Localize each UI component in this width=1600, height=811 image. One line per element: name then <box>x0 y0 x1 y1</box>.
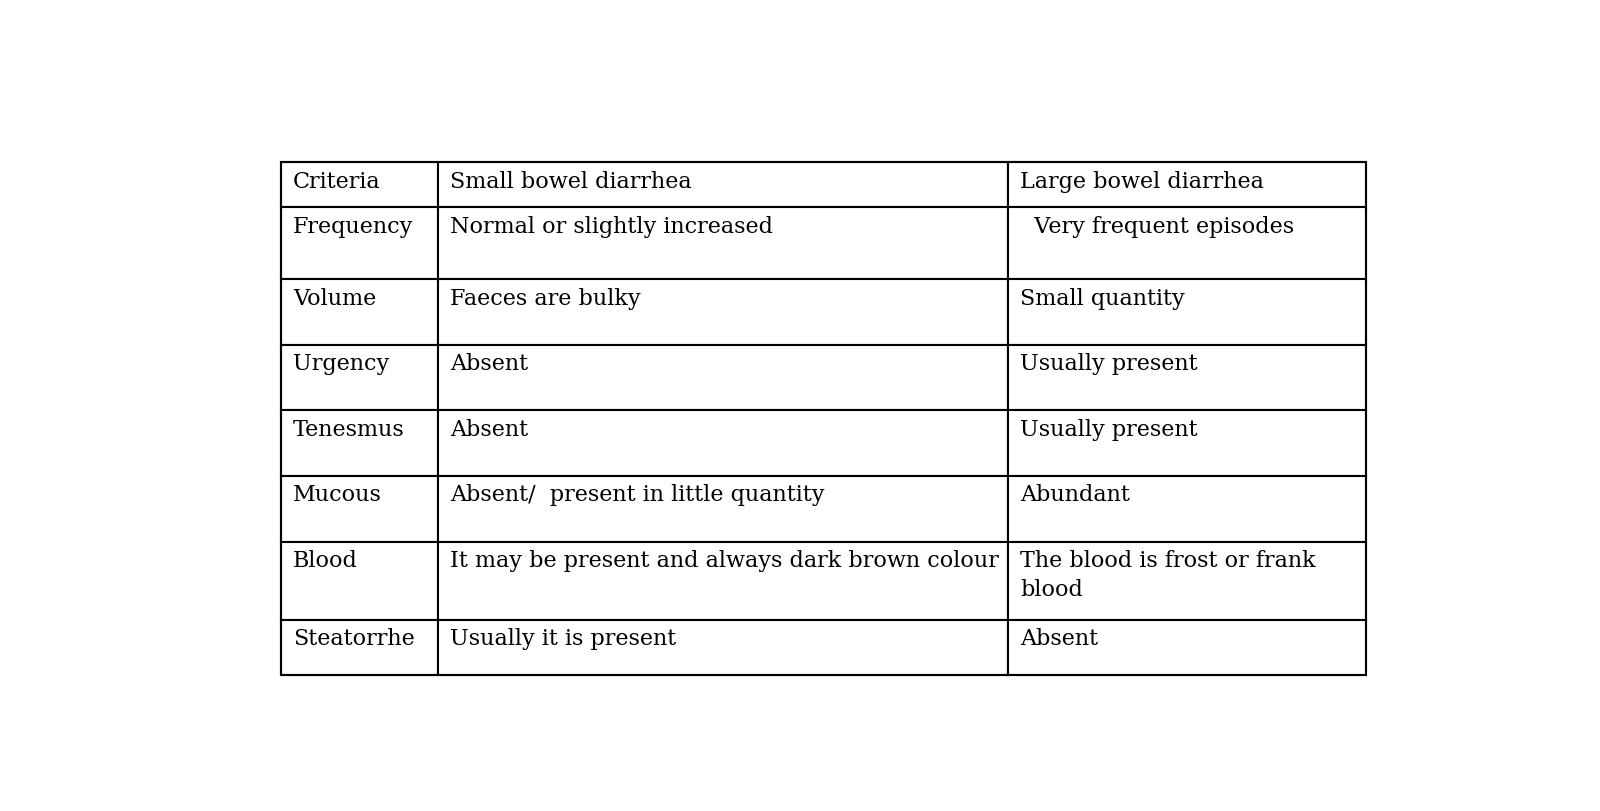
Text: Usually present: Usually present <box>1021 418 1198 440</box>
Bar <box>1008 476 1366 542</box>
Bar <box>280 208 438 280</box>
Bar <box>438 542 1008 620</box>
Text: Tenesmus: Tenesmus <box>293 418 405 440</box>
Bar <box>1008 620 1366 675</box>
Bar <box>280 620 438 675</box>
Bar <box>1008 163 1366 208</box>
Text: Criteria: Criteria <box>293 170 381 192</box>
Text: Small bowel diarrhea: Small bowel diarrhea <box>450 170 693 192</box>
Text: Blood: Blood <box>293 549 358 572</box>
Bar <box>438 476 1008 542</box>
Text: Absent/  present in little quantity: Absent/ present in little quantity <box>450 484 826 506</box>
Bar <box>1008 345 1366 411</box>
Text: Volume: Volume <box>293 287 376 309</box>
Text: The blood is frost or frank
blood: The blood is frost or frank blood <box>1021 549 1315 600</box>
Bar <box>280 476 438 542</box>
Text: Normal or slightly increased: Normal or slightly increased <box>450 216 773 238</box>
Bar <box>438 345 1008 411</box>
Bar <box>280 411 438 476</box>
Text: Large bowel diarrhea: Large bowel diarrhea <box>1021 170 1264 192</box>
Bar <box>280 163 438 208</box>
Text: Absent: Absent <box>450 353 528 375</box>
Text: Abundant: Abundant <box>1021 484 1130 506</box>
Bar <box>280 345 438 411</box>
Text: Frequency: Frequency <box>293 216 413 238</box>
Bar <box>438 208 1008 280</box>
Bar <box>1008 208 1366 280</box>
Text: Urgency: Urgency <box>293 353 389 375</box>
Bar <box>1008 542 1366 620</box>
Text: Usually present: Usually present <box>1021 353 1198 375</box>
Text: It may be present and always dark brown colour: It may be present and always dark brown … <box>450 549 1000 572</box>
Bar <box>438 163 1008 208</box>
Text: Absent: Absent <box>1021 628 1099 650</box>
Text: Very frequent episodes: Very frequent episodes <box>1021 216 1294 238</box>
Bar <box>1008 411 1366 476</box>
Bar <box>1008 280 1366 345</box>
Text: Small quantity: Small quantity <box>1021 287 1186 309</box>
Bar <box>438 411 1008 476</box>
Text: Steatorrhe: Steatorrhe <box>293 628 414 650</box>
Bar <box>280 280 438 345</box>
Text: Usually it is present: Usually it is present <box>450 628 677 650</box>
Text: Mucous: Mucous <box>293 484 382 506</box>
Bar <box>280 163 1366 675</box>
Bar <box>438 620 1008 675</box>
Text: Faeces are bulky: Faeces are bulky <box>450 287 642 309</box>
Bar <box>280 542 438 620</box>
Text: Absent: Absent <box>450 418 528 440</box>
Bar <box>438 280 1008 345</box>
